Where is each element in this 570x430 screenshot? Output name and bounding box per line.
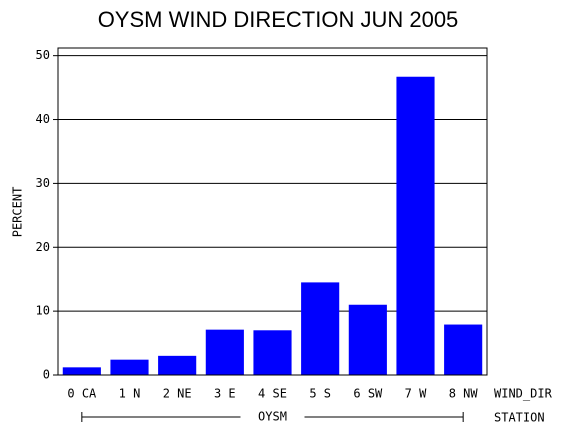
x-tick-label: 3 E <box>214 387 236 401</box>
y-tick-label: 50 <box>36 48 50 62</box>
y-tick-label: 20 <box>36 240 50 254</box>
x-tick-label: 5 S <box>309 387 331 401</box>
bar <box>444 324 483 375</box>
x-tick-label: 4 SE <box>258 387 287 401</box>
group-label: OYSM <box>258 410 287 424</box>
bar <box>301 282 340 375</box>
x-tick-label: 8 NW <box>449 387 479 401</box>
bar <box>348 304 387 375</box>
x-axis-label: WIND_DIR <box>494 387 553 401</box>
y-tick-label: 40 <box>36 112 50 126</box>
bar <box>62 367 101 375</box>
x-tick-label: 0 CA <box>67 387 97 401</box>
x-tick-label: 6 SW <box>353 387 383 401</box>
plot-frame <box>57 47 488 376</box>
chart-title: OYSM WIND DIRECTION JUN 2005 <box>98 7 459 32</box>
bar <box>253 330 292 375</box>
bar <box>110 359 149 375</box>
bar <box>396 76 435 375</box>
x-tick-label: 7 W <box>405 387 427 401</box>
x-tick-label: 1 N <box>119 387 141 401</box>
x-tick-label: 2 NE <box>163 387 192 401</box>
bar <box>205 329 244 375</box>
y-axis-label: PERCENT <box>11 187 25 238</box>
bar <box>158 355 197 375</box>
y-tick-label: 30 <box>36 176 50 190</box>
group-axis-label: STATION <box>494 411 545 425</box>
y-tick-label: 10 <box>36 304 50 318</box>
y-tick-label: 0 <box>43 368 50 382</box>
